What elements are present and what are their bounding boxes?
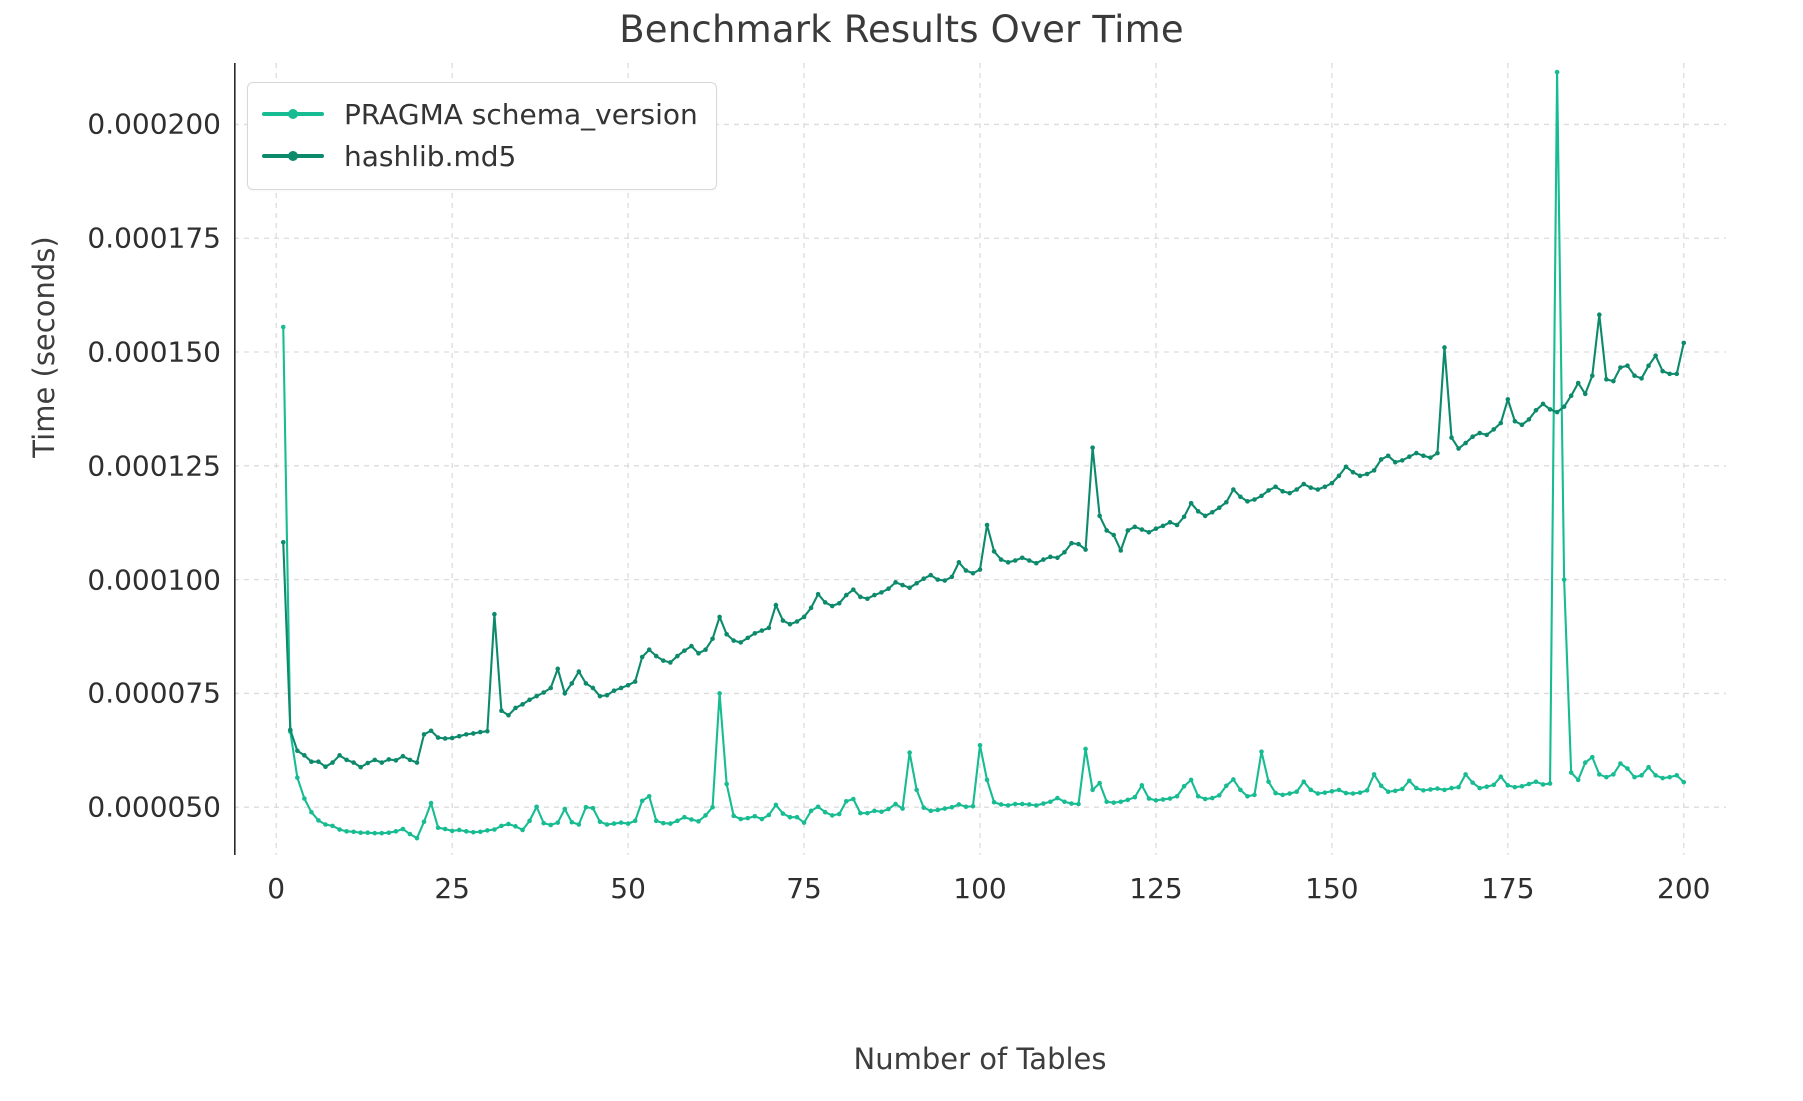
legend-label-series-2: hashlib.md5: [344, 139, 517, 173]
plot-canvas: [234, 63, 1726, 855]
x-tick-label: 175: [1481, 872, 1535, 905]
legend-line-icon-series-2: [262, 145, 324, 167]
legend-line-icon-series-1: [262, 103, 324, 125]
x-tick-label: 100: [953, 872, 1007, 905]
y-tick-label: 0.000125: [87, 449, 221, 483]
chart-legend: PRAGMA schema_version hashlib.md5: [247, 82, 717, 190]
y-tick-label: 0.000050: [87, 790, 221, 824]
legend-item-series-2[interactable]: hashlib.md5: [262, 135, 698, 177]
y-tick-label: 0.000200: [87, 107, 221, 141]
y-tick-label: 0.000100: [87, 563, 221, 597]
y-tick-label: 0.000075: [87, 676, 221, 710]
x-tick-label: 50: [610, 872, 646, 905]
legend-label-series-1: PRAGMA schema_version: [344, 97, 698, 131]
x-tick-label: 125: [1129, 872, 1183, 905]
legend-item-series-1[interactable]: PRAGMA schema_version: [262, 93, 698, 135]
x-tick-label: 25: [434, 872, 470, 905]
y-tick-label: 0.000175: [87, 221, 221, 255]
y-tick-label: 0.000150: [87, 335, 221, 369]
x-axis-label: Number of Tables: [853, 1042, 1107, 1076]
chart-title: Benchmark Results Over Time: [619, 8, 1184, 51]
x-tick-label: 0: [267, 872, 286, 905]
x-tick-label: 150: [1305, 872, 1359, 905]
x-tick-label: 75: [786, 872, 822, 905]
x-tick-label: 200: [1657, 872, 1711, 905]
plot-area: [234, 63, 1726, 855]
